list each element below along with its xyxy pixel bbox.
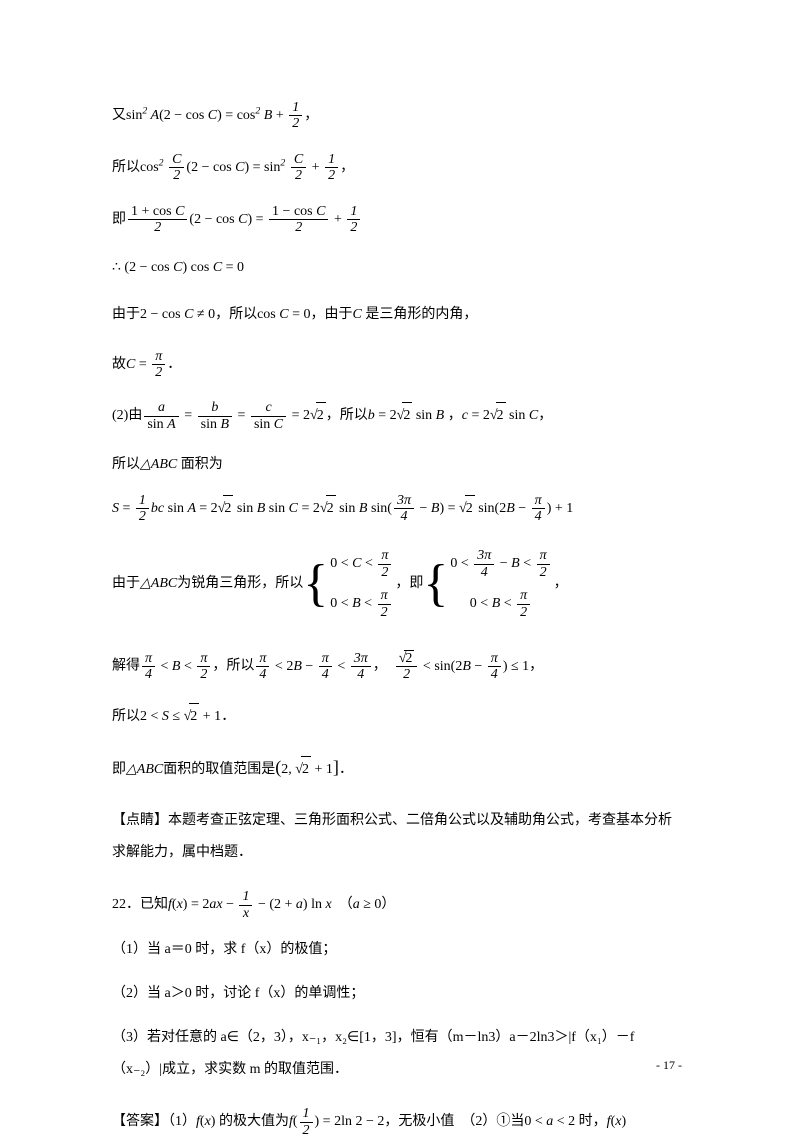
- text: ，所以: [326, 408, 368, 423]
- text: 【答案】（1）: [112, 1114, 196, 1129]
- math: △ABC: [140, 457, 177, 472]
- math: S = 12bc sin A = 2√2 sin B sin C = 2√2 s…: [112, 501, 573, 516]
- text: （3）若对任意的 a∈（2，3），x₋₁，x₂∈[1，3]，恒有（m－ln3）a…: [112, 1030, 634, 1077]
- q22-part3: （3）若对任意的 a∈（2，3），x₋₁，x₂∈[1，3]，恒有（m－ln3）a…: [112, 1022, 682, 1086]
- text: ，无极小值 （2）①当: [384, 1114, 524, 1129]
- page-number: - 17 -: [656, 1058, 682, 1073]
- line-9: S = 12bc sin A = 2√2 sin B sin C = 2√2 s…: [112, 493, 682, 525]
- math: √22 < sin(2B − π4) ≤ 1: [394, 659, 529, 674]
- text: 是三角形的内角，: [362, 307, 478, 322]
- text: (2)由: [112, 408, 142, 423]
- line-1: 又sin2 A(2 − cos C) = cos2 B + 12，: [112, 100, 682, 132]
- math: f(x): [607, 1114, 626, 1129]
- text: 由于: [112, 307, 140, 322]
- text: （1）当 a＝0 时，求 f（x）的极值；: [112, 942, 336, 957]
- math: f(x): [196, 1114, 215, 1129]
- text: ）: [381, 897, 395, 912]
- text: 解得: [112, 659, 140, 674]
- text: ，: [304, 108, 318, 123]
- text: 由于: [112, 576, 140, 591]
- text: ，: [529, 659, 543, 674]
- brace-system-1: {0 < C < π20 < B < π2: [303, 544, 395, 624]
- q22-stem: 22．已知f(x) = 2ax − 1x − (2 + a) ln x （a ≥…: [112, 889, 682, 921]
- q22-part2: （2）当 a＞0 时，讨论 f（x）的单调性；: [112, 979, 682, 1008]
- math: 2 − cos C ≠ 0: [140, 307, 215, 322]
- math: f(12) = 2ln 2 − 2: [289, 1114, 384, 1129]
- math: sin2 A(2 − cos C) = cos2 B + 12: [126, 108, 304, 123]
- text: 故: [112, 357, 126, 372]
- text: 所以: [112, 709, 140, 724]
- line-3: 即1 + cos C2(2 − cos C) = 1 − cos C2 + 12: [112, 204, 682, 236]
- math: π4 < B < π2: [140, 659, 212, 674]
- line-5: 由于2 − cos C ≠ 0，所以cos C = 0，由于C 是三角形的内角，: [112, 302, 682, 329]
- math: 1 + cos C2(2 − cos C) = 1 − cos C2 + 12: [126, 212, 362, 227]
- text: 22．: [112, 897, 140, 912]
- text: ．: [339, 762, 353, 777]
- text: 面积的取值范围是: [163, 762, 275, 777]
- text: ，: [538, 408, 552, 423]
- text: ．: [167, 357, 181, 372]
- text: ，所以: [212, 659, 254, 674]
- line-13: 即△ABC面积的取值范围是(2, √2 + 1]．: [112, 750, 682, 785]
- math: asin A = bsin B = csin C = 2√2: [142, 408, 325, 423]
- text: ，由于: [311, 307, 353, 322]
- text: ，: [340, 160, 354, 175]
- text: 又: [112, 108, 126, 123]
- text: 即: [112, 762, 126, 777]
- line-11: 解得π4 < B < π2，所以π4 < 2B − π4 < 3π4 ， √22 …: [112, 650, 682, 683]
- text: 为锐角三角形，所以: [177, 576, 303, 591]
- text: ，所以: [215, 307, 257, 322]
- math: b = 2√2 sin B: [368, 408, 445, 423]
- line-2: 所以cos2 C2(2 − cos C) = sin2 C2 + 12，: [112, 152, 682, 184]
- text: （2）当 a＞0 时，讨论 f（x）的单调性；: [112, 986, 364, 1001]
- text: ，: [554, 576, 568, 591]
- text: ，即: [395, 576, 423, 591]
- text: 所以: [112, 457, 140, 472]
- math: cos C = 0: [257, 307, 310, 322]
- math: C: [353, 307, 362, 322]
- line-6: 故C = π2．: [112, 349, 682, 381]
- comment-line: 【点睛】本题考查正弦定理、三角形面积公式、二倍角公式以及辅助角公式，考查基本分析…: [112, 805, 682, 869]
- math: (2, √2 + 1]: [275, 762, 339, 777]
- math: C = π2: [126, 357, 167, 372]
- math: ∴ (2 − cos C) cos C = 0: [112, 260, 244, 275]
- line-7: (2)由asin A = bsin B = csin C = 2√2，所以b =…: [112, 400, 682, 432]
- line-12: 所以2 < S ≤ √2 + 1．: [112, 703, 682, 731]
- q22-part1: （1）当 a＝0 时，求 f（x）的极值；: [112, 935, 682, 964]
- line-4: ∴ (2 − cos C) cos C = 0: [112, 255, 682, 282]
- text: 的极大值为: [215, 1114, 289, 1129]
- text: 已知: [140, 897, 168, 912]
- text: 时，: [575, 1114, 607, 1129]
- text: 面积为: [177, 457, 223, 472]
- math: cos2 C2(2 − cos C) = sin2 C2 + 12: [140, 160, 340, 175]
- line-8: 所以△ABC 面积为: [112, 452, 682, 479]
- brace-system-2: {0 < 3π4 − B < π20 < B < π2: [423, 544, 553, 624]
- math: c = 2√2 sin C: [462, 408, 539, 423]
- math: 2 < S ≤ √2 + 1: [140, 709, 221, 724]
- math: π4 < 2B − π4 < 3π4: [254, 659, 372, 674]
- answer-line: 【答案】（1）f(x) 的极大值为f(12) = 2ln 2 − 2，无极小值 …: [112, 1106, 682, 1138]
- text: 即: [112, 212, 126, 227]
- math: △ABC: [126, 762, 163, 777]
- math: 0 < a < 2: [524, 1114, 575, 1129]
- text: 【点睛】本题考查正弦定理、三角形面积公式、二倍角公式以及辅助角公式，考查基本分析…: [112, 813, 672, 860]
- math: f(x) = 2ax − 1x − (2 + a) ln x: [168, 897, 332, 912]
- text: （: [346, 897, 353, 912]
- text: ．: [221, 709, 235, 724]
- math: △ABC: [140, 576, 177, 591]
- math: a ≥ 0: [353, 897, 382, 912]
- line-10: 由于△ABC为锐角三角形，所以{0 < C < π20 < B < π2，即{0…: [112, 544, 682, 624]
- text: 所以: [112, 160, 140, 175]
